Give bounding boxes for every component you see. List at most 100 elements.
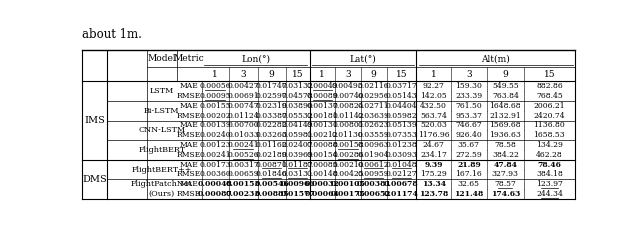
- Text: 0.00056: 0.00056: [199, 82, 231, 90]
- Text: 1648.68: 1648.68: [490, 102, 521, 110]
- Text: 2132.91: 2132.91: [490, 112, 521, 120]
- Text: RMSE: RMSE: [177, 170, 201, 178]
- Text: 78.46: 78.46: [538, 161, 561, 169]
- Text: 462.28: 462.28: [536, 151, 563, 159]
- Text: 0.00381: 0.00381: [356, 180, 391, 188]
- Text: IMS: IMS: [84, 116, 106, 125]
- Text: RMSE: RMSE: [177, 112, 201, 120]
- Text: RMSE: RMSE: [177, 151, 201, 159]
- Text: MAE: MAE: [180, 141, 198, 149]
- Text: 15: 15: [396, 70, 407, 79]
- Text: 0.02597: 0.02597: [256, 92, 287, 100]
- Text: MAE: MAE: [180, 161, 198, 169]
- Text: 0.01747: 0.01747: [256, 82, 287, 90]
- Text: 167.16: 167.16: [456, 170, 482, 178]
- Text: 35.67: 35.67: [458, 141, 480, 149]
- Text: 768.45: 768.45: [536, 92, 563, 100]
- Text: 0.00801: 0.00801: [332, 121, 364, 129]
- Text: MAE: MAE: [180, 121, 198, 129]
- Text: 0.00871: 0.00871: [256, 161, 287, 169]
- Text: 1: 1: [319, 70, 325, 79]
- Text: 0.00148: 0.00148: [307, 170, 338, 178]
- Text: 9: 9: [269, 70, 275, 79]
- Text: 0.00064: 0.00064: [305, 190, 340, 198]
- Text: 0.01238: 0.01238: [385, 141, 417, 149]
- Text: 15: 15: [292, 70, 303, 79]
- Text: 0.00153: 0.00153: [226, 180, 260, 188]
- Text: 0.02189: 0.02189: [256, 151, 287, 159]
- Text: 0.00158: 0.00158: [332, 141, 364, 149]
- Text: 0.00085: 0.00085: [307, 161, 338, 169]
- Text: 0.05982: 0.05982: [385, 112, 417, 120]
- Text: 0.00137: 0.00137: [307, 102, 338, 110]
- Text: FlightBERT++: FlightBERT++: [132, 165, 192, 173]
- Text: 0.00885: 0.00885: [255, 190, 289, 198]
- Text: 0.00659: 0.00659: [227, 170, 259, 178]
- Text: 0.00652: 0.00652: [356, 190, 391, 198]
- Text: 0.00700: 0.00700: [227, 121, 259, 129]
- Text: 175.29: 175.29: [420, 170, 447, 178]
- Text: 0.05143: 0.05143: [385, 92, 417, 100]
- Text: 0.04404: 0.04404: [385, 102, 417, 110]
- Text: 92.27: 92.27: [422, 82, 445, 90]
- Text: 549.55: 549.55: [492, 82, 518, 90]
- Text: 0.02711: 0.02711: [358, 102, 390, 110]
- Text: 0.00691: 0.00691: [227, 92, 259, 100]
- Text: 0.03969: 0.03969: [282, 151, 314, 159]
- Text: 0.03263: 0.03263: [256, 131, 287, 139]
- Text: 0.00546: 0.00546: [254, 180, 289, 188]
- Text: Lon(°): Lon(°): [241, 54, 270, 63]
- Text: 0.00048: 0.00048: [198, 180, 232, 188]
- Text: 3: 3: [466, 70, 472, 79]
- Text: 0.00678: 0.00678: [384, 180, 419, 188]
- Text: 0.04578: 0.04578: [282, 92, 314, 100]
- Text: 1: 1: [431, 70, 436, 79]
- Text: 0.00241: 0.00241: [227, 141, 259, 149]
- Text: 174.63: 174.63: [491, 190, 520, 198]
- Text: RMSE: RMSE: [177, 190, 201, 198]
- Text: 24.67: 24.67: [422, 141, 445, 149]
- Text: 0.02282: 0.02282: [256, 121, 287, 129]
- Text: RMSE: RMSE: [177, 92, 201, 100]
- Text: 0.02319: 0.02319: [256, 102, 287, 110]
- Text: 234.17: 234.17: [420, 151, 447, 159]
- Text: 0.03387: 0.03387: [256, 112, 287, 120]
- Text: LSTM: LSTM: [150, 87, 174, 95]
- Text: DMS: DMS: [83, 175, 108, 184]
- Text: 233.39: 233.39: [455, 92, 483, 100]
- Text: 1569.68: 1569.68: [490, 121, 521, 129]
- Text: 0.00241: 0.00241: [199, 151, 231, 159]
- Text: 0.00155: 0.00155: [199, 102, 231, 110]
- Text: 0.00095: 0.00095: [199, 92, 231, 100]
- Text: 953.37: 953.37: [456, 112, 483, 120]
- Text: 0.03639: 0.03639: [358, 112, 390, 120]
- Text: 121.48: 121.48: [454, 190, 483, 198]
- Text: 0.00233: 0.00233: [226, 190, 260, 198]
- Text: 0.00175: 0.00175: [330, 190, 365, 198]
- Text: 272.59: 272.59: [456, 151, 482, 159]
- Text: 0.05532: 0.05532: [282, 112, 314, 120]
- Text: 0.00740: 0.00740: [332, 92, 364, 100]
- Text: 0.02407: 0.02407: [282, 141, 314, 149]
- Text: 0.00493: 0.00493: [332, 82, 364, 90]
- Text: 1176.96: 1176.96: [418, 131, 449, 139]
- Text: 0.00088: 0.00088: [307, 141, 338, 149]
- Text: 0.00963: 0.00963: [358, 141, 390, 149]
- Text: 2006.21: 2006.21: [534, 102, 565, 110]
- Text: 0.03093: 0.03093: [385, 151, 417, 159]
- Text: 0.00824: 0.00824: [332, 102, 364, 110]
- Text: 0.01142: 0.01142: [332, 112, 364, 120]
- Text: 0.05139: 0.05139: [385, 121, 417, 129]
- Text: 926.40: 926.40: [456, 131, 482, 139]
- Text: 1136.80: 1136.80: [534, 121, 565, 129]
- Text: 0.00966: 0.00966: [280, 180, 315, 188]
- Text: 78.57: 78.57: [494, 180, 516, 188]
- Text: 0.01162: 0.01162: [256, 141, 287, 149]
- Text: 563.74: 563.74: [420, 112, 447, 120]
- Text: FlightBERT: FlightBERT: [138, 146, 186, 154]
- Text: 0.03131: 0.03131: [282, 170, 314, 178]
- Text: 3: 3: [345, 70, 351, 79]
- Text: 13.34: 13.34: [422, 180, 445, 188]
- Text: MAE: MAE: [180, 82, 198, 90]
- Text: 9.39: 9.39: [424, 161, 443, 169]
